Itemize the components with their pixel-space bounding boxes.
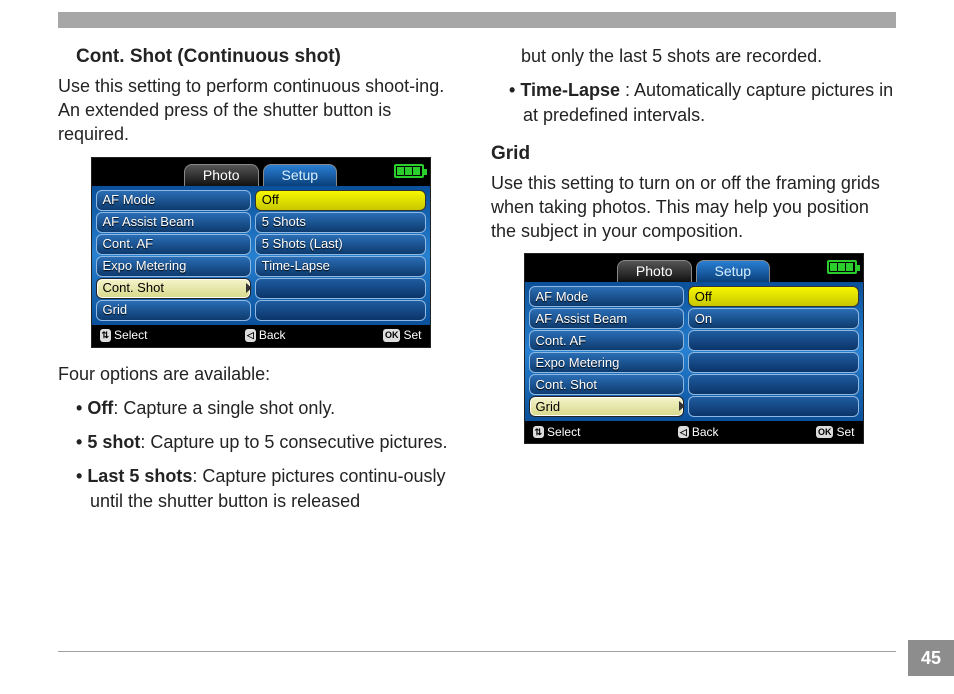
lcd-bottom-bar: ⇅Select ◁Back OKSet	[92, 325, 430, 347]
header-bar	[58, 12, 896, 28]
para-cont-shot-intro: Use this setting to perform continuous s…	[58, 74, 463, 147]
btn-select: ⇅Select	[100, 327, 148, 343]
para-continuation: but only the last 5 shots are recorded.	[521, 44, 896, 68]
lcd-frame: Photo Setup AF Mode AF Assist Beam Cont.…	[91, 157, 431, 348]
option-item-empty	[688, 352, 859, 373]
bullet-list-left: • Off: Capture a single shot only. • 5 s…	[58, 396, 463, 513]
option-item[interactable]: On	[688, 308, 859, 329]
bullet-list-right: • Time-Lapse : Automatically capture pic…	[491, 78, 896, 127]
menu-item[interactable]: AF Assist Beam	[529, 308, 684, 329]
option-item-empty	[688, 330, 859, 351]
lcd-body: AF Mode AF Assist Beam Cont. AF Expo Met…	[92, 186, 430, 325]
menu-item[interactable]: Grid	[96, 300, 251, 321]
btn-back: ◁Back	[245, 327, 286, 343]
option-item-selected[interactable]: Off	[688, 286, 859, 307]
option-item-empty	[688, 396, 859, 417]
menu-item-selected[interactable]: Grid	[529, 396, 684, 417]
menu-left: AF Mode AF Assist Beam Cont. AF Expo Met…	[529, 286, 684, 417]
option-item-empty	[688, 374, 859, 395]
lcd-body: AF Mode AF Assist Beam Cont. AF Expo Met…	[525, 282, 863, 421]
btn-set: OKSet	[383, 327, 422, 343]
menu-left: AF Mode AF Assist Beam Cont. AF Expo Met…	[96, 190, 251, 321]
column-left: Cont. Shot (Continuous shot) Use this se…	[58, 44, 463, 638]
tab-photo[interactable]: Photo	[184, 164, 259, 186]
btn-set: OKSet	[816, 424, 855, 440]
battery-icon	[394, 164, 424, 178]
page-number: 45	[908, 640, 954, 676]
option-item-empty	[255, 300, 426, 321]
lcd-frame: Photo Setup AF Mode AF Assist Beam Cont.…	[524, 253, 864, 444]
lcd-tabs: Photo Setup	[525, 254, 863, 282]
option-item[interactable]: Time-Lapse	[255, 256, 426, 277]
footer-rule	[58, 651, 896, 652]
menu-item[interactable]: AF Mode	[96, 190, 251, 211]
lcd-bottom-bar: ⇅Select ◁Back OKSet	[525, 421, 863, 443]
para-options-intro: Four options are available:	[58, 362, 463, 386]
menu-item[interactable]: Expo Metering	[529, 352, 684, 373]
menu-item[interactable]: AF Assist Beam	[96, 212, 251, 233]
page-content: Cont. Shot (Continuous shot) Use this se…	[58, 44, 896, 638]
menu-right: Off 5 Shots 5 Shots (Last) Time-Lapse	[255, 190, 426, 321]
column-right: but only the last 5 shots are recorded. …	[491, 44, 896, 638]
option-item[interactable]: 5 Shots (Last)	[255, 234, 426, 255]
list-item: • Time-Lapse : Automatically capture pic…	[509, 78, 896, 127]
menu-item[interactable]: AF Mode	[529, 286, 684, 307]
lcd-grid: Photo Setup AF Mode AF Assist Beam Cont.…	[491, 253, 896, 444]
option-item-empty	[255, 278, 426, 299]
option-item-selected[interactable]: Off	[255, 190, 426, 211]
lcd-tabs: Photo Setup	[92, 158, 430, 186]
menu-item[interactable]: Cont. AF	[96, 234, 251, 255]
heading-grid: Grid	[491, 141, 896, 167]
menu-item-selected[interactable]: Cont. Shot	[96, 278, 251, 299]
menu-item[interactable]: Cont. AF	[529, 330, 684, 351]
menu-right: Off On	[688, 286, 859, 417]
menu-item[interactable]: Cont. Shot	[529, 374, 684, 395]
para-grid: Use this setting to turn on or off the f…	[491, 171, 896, 244]
battery-icon	[827, 260, 857, 274]
tab-photo[interactable]: Photo	[617, 260, 692, 282]
tab-setup[interactable]: Setup	[696, 260, 771, 282]
lcd-cont-shot: Photo Setup AF Mode AF Assist Beam Cont.…	[58, 157, 463, 348]
btn-back: ◁Back	[678, 424, 719, 440]
btn-select: ⇅Select	[533, 424, 581, 440]
list-item: • Last 5 shots: Capture pictures continu…	[76, 464, 463, 513]
tab-setup[interactable]: Setup	[263, 164, 338, 186]
list-item: • 5 shot: Capture up to 5 consecutive pi…	[76, 430, 463, 454]
option-item[interactable]: 5 Shots	[255, 212, 426, 233]
heading-cont-shot: Cont. Shot (Continuous shot)	[76, 44, 463, 70]
menu-item[interactable]: Expo Metering	[96, 256, 251, 277]
list-item: • Off: Capture a single shot only.	[76, 396, 463, 420]
